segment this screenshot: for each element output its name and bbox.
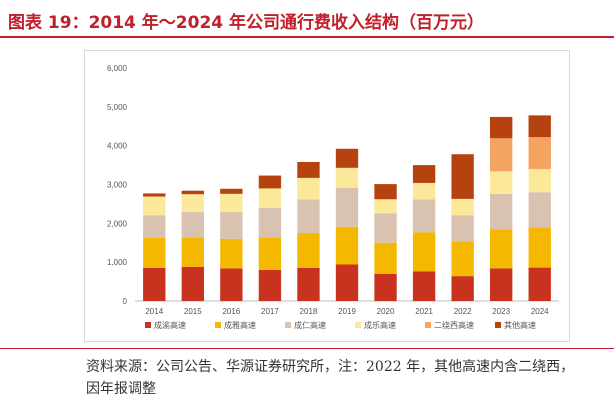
- bar-segment: [412, 165, 436, 183]
- x-tick-label: 2015: [184, 307, 202, 316]
- legend-label: 成渝高速: [154, 320, 186, 330]
- bar-segment: [490, 229, 513, 269]
- x-tick-label: 2021: [415, 307, 433, 316]
- x-tick-label: 2023: [492, 307, 510, 316]
- bar-segment: [258, 175, 282, 189]
- bar-segment: [490, 171, 513, 194]
- x-tick-label: 2018: [300, 307, 318, 316]
- bar-segment: [335, 264, 359, 301]
- x-tick-label: 2024: [531, 307, 549, 316]
- bar-segment: [412, 271, 436, 301]
- bar-segment: [181, 190, 204, 195]
- bar-segment: [181, 194, 204, 213]
- x-tick-label: 2017: [261, 307, 279, 316]
- bar-segment: [181, 212, 204, 238]
- y-tick-label: 4,000: [107, 142, 128, 151]
- bar-segment: [412, 232, 436, 272]
- bar-segment: [490, 116, 513, 139]
- y-tick-label: 0: [123, 297, 128, 306]
- bar-segment: [220, 188, 243, 194]
- bar-segment: [528, 115, 551, 138]
- y-tick-label: 1,000: [107, 258, 128, 267]
- bar-segment: [297, 199, 320, 234]
- bar-segment: [258, 207, 282, 238]
- legend-label: 其他高速: [504, 320, 536, 330]
- x-tick-label: 2016: [222, 307, 240, 316]
- y-tick-label: 5,000: [107, 103, 128, 112]
- bar-segment: [297, 177, 320, 200]
- legend-swatch: [355, 322, 361, 328]
- chart-frame: 0 1,000 2,000 3,000 4,000 5,000 6,000 2014 2015 2…: [84, 50, 570, 342]
- bar-segment: [451, 154, 474, 199]
- x-tick-label: 2019: [338, 307, 356, 316]
- bar-segment: [220, 212, 243, 239]
- bar-segment: [143, 215, 166, 238]
- bar-segment: [220, 268, 243, 301]
- bar-segment: [374, 184, 397, 200]
- bar-segment: [528, 137, 551, 169]
- bar-segment: [528, 227, 551, 268]
- bar-segment: [297, 233, 320, 268]
- bar-segment: [374, 199, 397, 214]
- bar-segment: [412, 182, 436, 200]
- bar-segment: [528, 267, 551, 301]
- bar-segment: [374, 213, 397, 243]
- y-tick-label: 2,000: [107, 219, 128, 228]
- bar-segment: [451, 215, 474, 242]
- bar-segment: [451, 241, 474, 277]
- bar-segment: [412, 199, 436, 233]
- bar-segment: [181, 237, 204, 267]
- title-divider: [0, 36, 614, 38]
- y-tick-label: 6,000: [107, 64, 128, 73]
- bar-segment: [490, 138, 513, 172]
- revenue-structure-chart: 0 1,000 2,000 3,000 4,000 5,000 6,000 2014 2015 2…: [107, 64, 559, 330]
- bar-segment: [143, 237, 166, 268]
- source-divider: [0, 348, 614, 349]
- bar-segment: [451, 198, 474, 216]
- legend-label: 成仁高速: [294, 320, 326, 330]
- bar-segment: [335, 226, 359, 265]
- legend-swatch: [145, 322, 151, 328]
- legend-swatch: [425, 322, 431, 328]
- bar-segment: [335, 167, 359, 188]
- x-tick-label: 2020: [377, 307, 395, 316]
- bar-segment: [490, 193, 513, 230]
- bar-segment: [528, 168, 551, 193]
- bar-segment: [374, 242, 397, 274]
- legend-swatch: [215, 322, 221, 328]
- bar-segment: [143, 193, 166, 197]
- bar-segment: [374, 273, 397, 301]
- bar-segment: [335, 187, 359, 227]
- bar-segment: [143, 267, 166, 301]
- legend-label: 成乐高速: [364, 320, 396, 330]
- legend-swatch: [495, 322, 501, 328]
- bar-segment: [258, 269, 282, 301]
- bar-segment: [297, 267, 320, 301]
- bar-segment: [143, 196, 166, 216]
- y-tick-label: 3,000: [107, 181, 128, 190]
- bar-segment: [181, 266, 204, 301]
- bar-segment: [528, 192, 551, 228]
- bar-segment: [451, 276, 474, 301]
- bar-segment: [335, 148, 359, 168]
- x-tick-label: 2022: [454, 307, 472, 316]
- bar-segment: [490, 268, 513, 301]
- legend-swatch: [285, 322, 291, 328]
- x-tick-label: 2014: [145, 307, 163, 316]
- bar-segment: [220, 193, 243, 213]
- source-note: 资料来源：公司公告、华源证券研究所，注：2022 年，其他高速内含二绕西，因年报…: [86, 359, 575, 397]
- legend-label: 二绕西高速: [434, 320, 474, 330]
- bar-segment: [258, 237, 282, 270]
- bar-segment: [258, 188, 282, 208]
- page-title: 图表 19：2014 年～2024 年公司通行费收入结构（百万元）: [8, 13, 485, 33]
- bar-segment: [297, 161, 320, 178]
- legend-label: 成雅高速: [224, 320, 256, 330]
- bar-segment: [220, 238, 243, 269]
